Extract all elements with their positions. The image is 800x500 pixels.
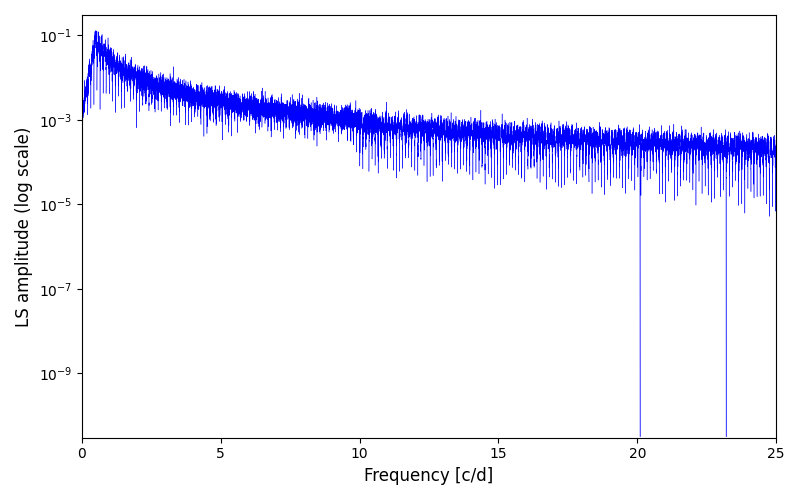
Y-axis label: LS amplitude (log scale): LS amplitude (log scale) (15, 126, 33, 326)
X-axis label: Frequency [c/d]: Frequency [c/d] (364, 467, 494, 485)
